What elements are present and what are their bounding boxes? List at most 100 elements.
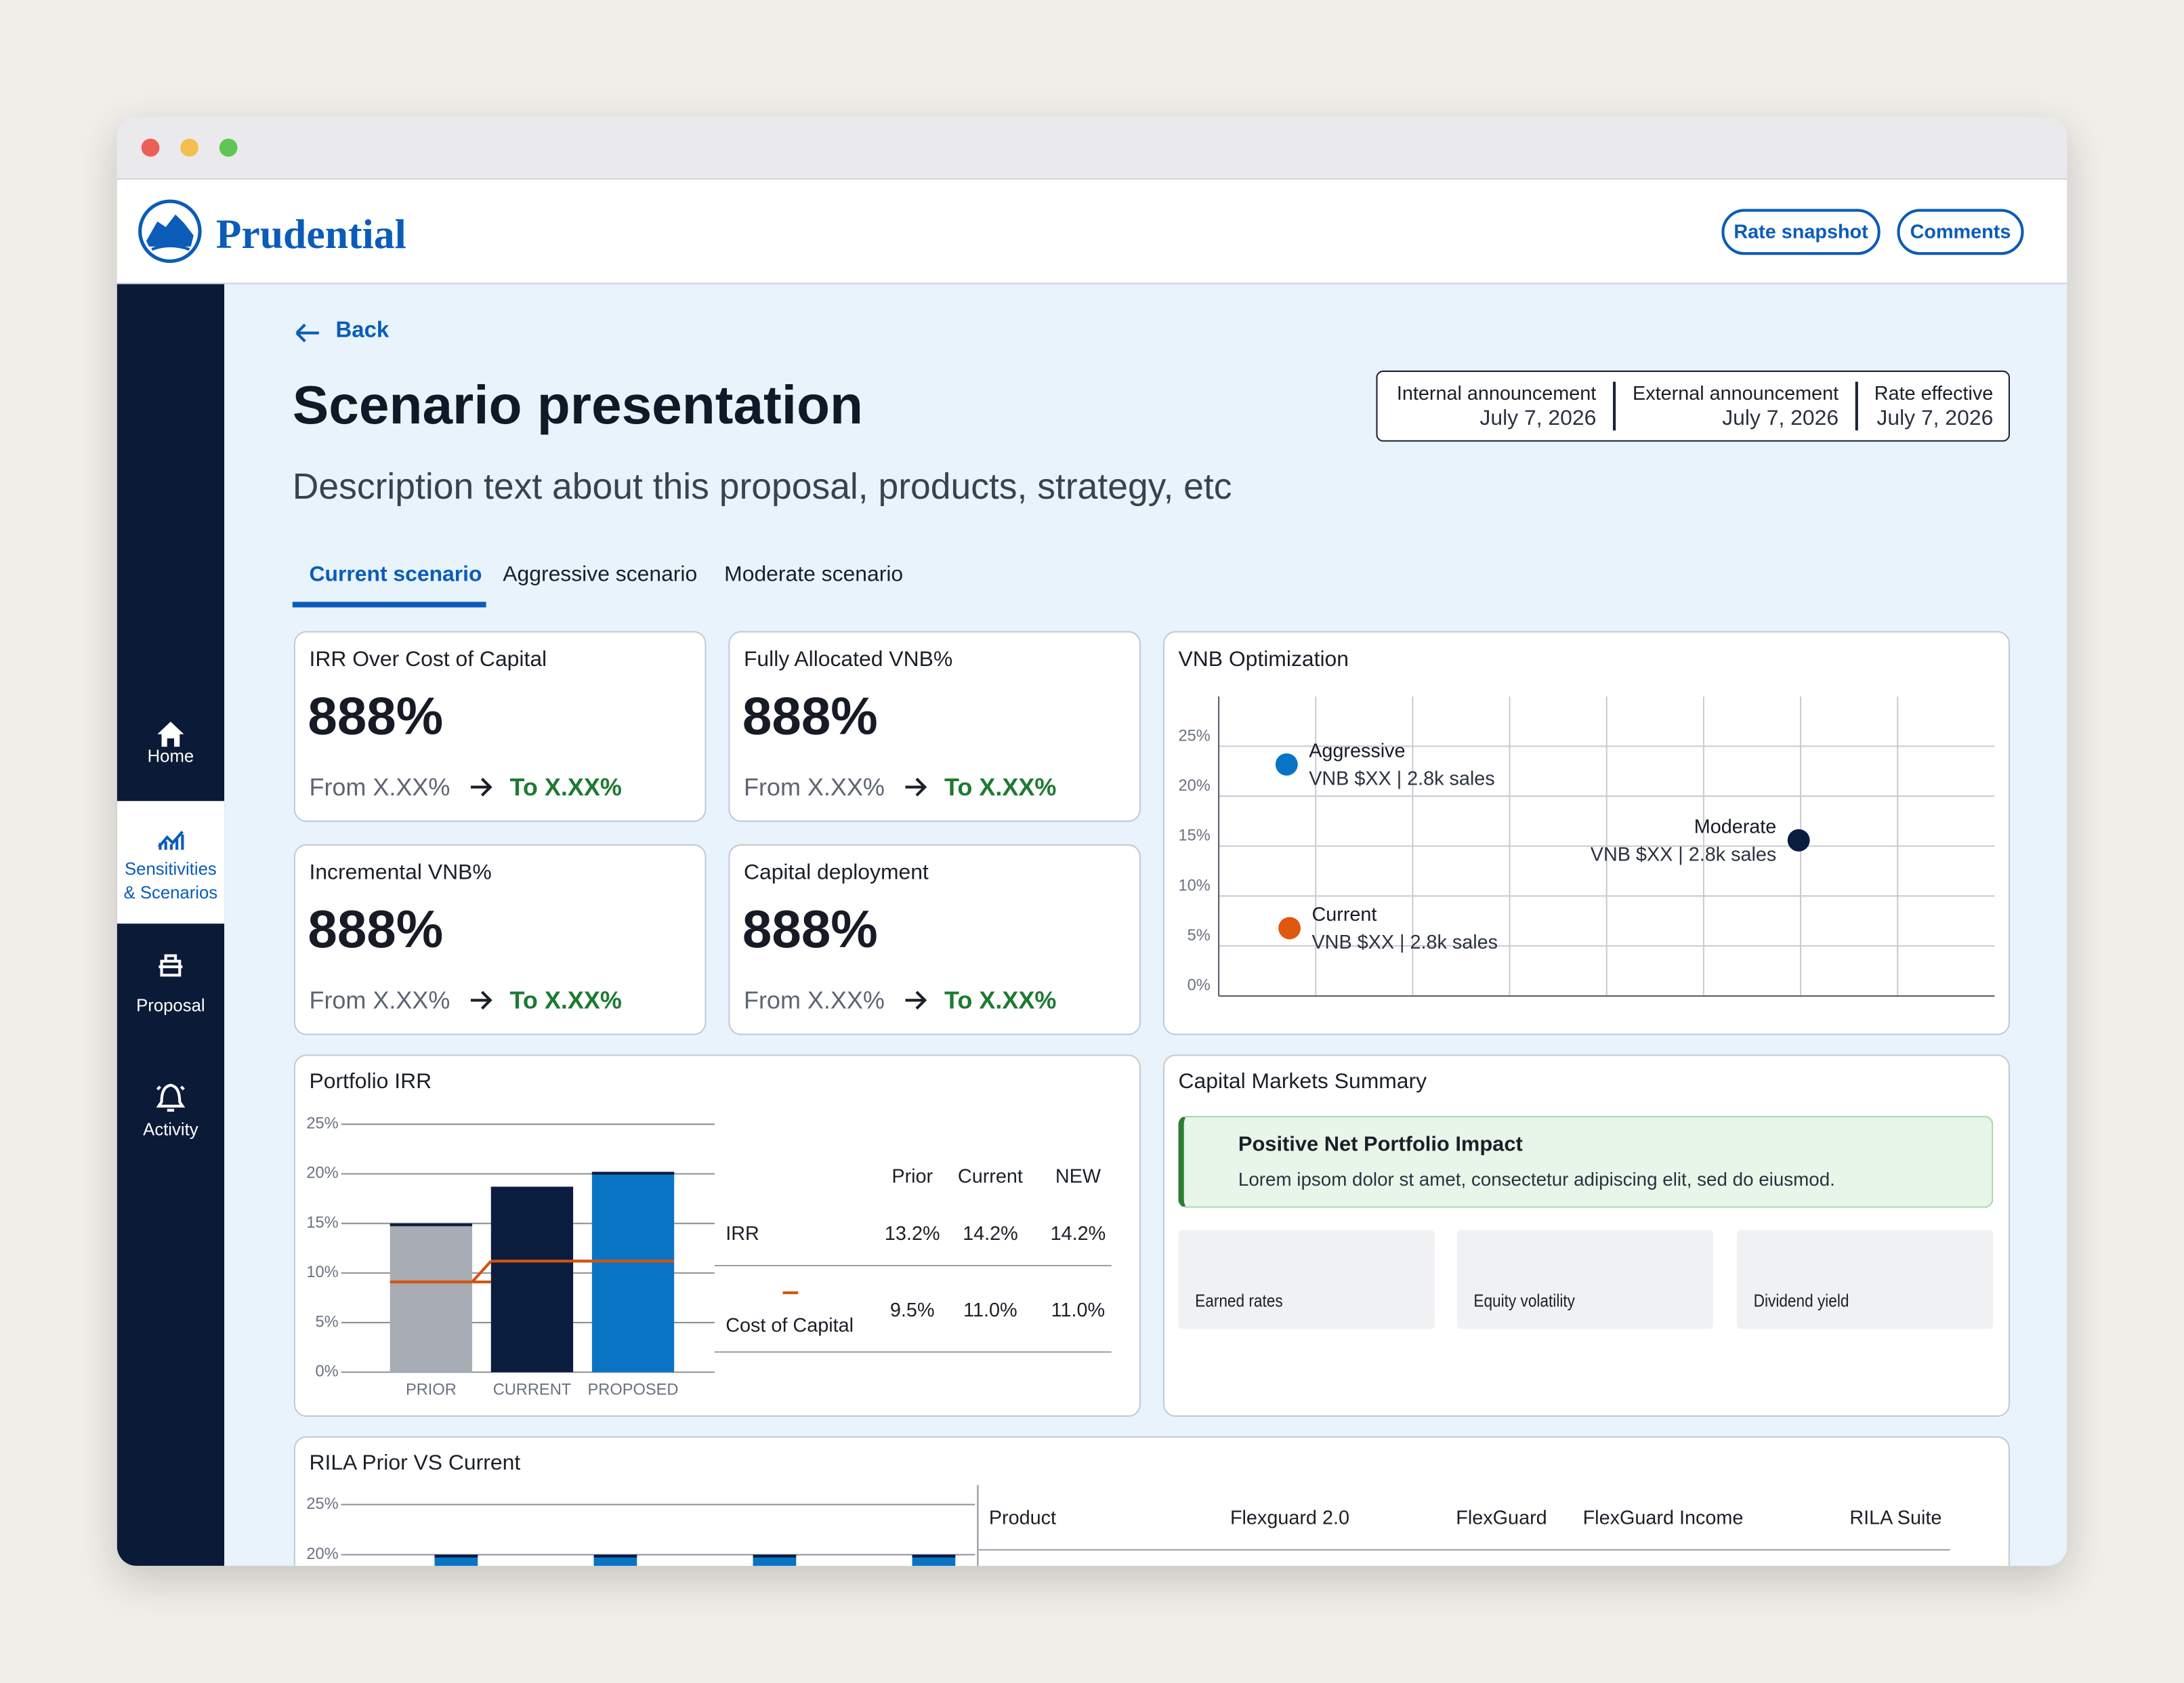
- kpi-from: From X.XX%: [743, 985, 885, 1014]
- chart-title: VNB Optimization: [1178, 647, 1349, 671]
- x-tick-label: PRIOR: [406, 1381, 457, 1398]
- kpi-from: From X.XX%: [309, 772, 450, 801]
- kpi-title: Capital deployment: [743, 860, 929, 884]
- y-tick-label: 25%: [1178, 727, 1210, 745]
- tab[interactable]: Aggressive scenario: [503, 562, 698, 586]
- date-value: July 7, 2026: [1876, 406, 1994, 430]
- nav-item[interactable]: Sensitivities & Scenarios: [123, 859, 218, 903]
- header-button[interactable]: Rate snapshot: [1721, 209, 1881, 255]
- kpi-arrow: [905, 777, 927, 797]
- table-header: NEW: [1055, 1164, 1101, 1187]
- date-divider: [1855, 381, 1857, 431]
- kpi-from: From X.XX%: [309, 985, 450, 1014]
- indicator-tile: [1178, 1230, 1435, 1329]
- y-tick-label: 20%: [306, 1545, 338, 1563]
- chart-icon: [157, 831, 184, 850]
- close-dot: [141, 138, 160, 157]
- table-row-label: Cost of Capital: [726, 1313, 854, 1336]
- window-controls: [141, 138, 238, 157]
- alert: [1178, 1115, 1994, 1208]
- back-arrow[interactable]: [293, 320, 323, 346]
- date-label: Rate effective: [1874, 381, 1994, 404]
- tabs-underline: [292, 602, 486, 608]
- kpi-value: 888%: [742, 901, 878, 960]
- chart-overlay: 0% 5% 10% 15% 20% 25% Aggressive VNB $XX | 2.8k…: [306, 697, 1995, 1566]
- kpi-to: To X.XX%: [509, 772, 622, 801]
- kpi-title: IRR Over Cost of Capital: [309, 647, 547, 671]
- y-tick-label: 5%: [1188, 927, 1211, 944]
- cost-line-connector: [471, 1260, 492, 1283]
- table-rule: [714, 1264, 1112, 1267]
- window-content: Scenario presentation Description text a…: [117, 117, 2067, 1566]
- page-title: Scenario presentation: [292, 376, 864, 436]
- header-button[interactable]: Comments: [1897, 209, 2024, 255]
- card: [728, 844, 1141, 1035]
- y-tick-label: 0%: [315, 1363, 338, 1381]
- nav-active-bg: [117, 801, 225, 924]
- table-header: Product: [988, 1505, 1057, 1529]
- table-header: RILA Suite: [1849, 1505, 1942, 1529]
- table-cell: 14.2%: [963, 1222, 1018, 1245]
- table-header: Prior: [891, 1164, 933, 1187]
- kpi-arrow: [905, 991, 927, 1010]
- table-cell: 11.0%: [1051, 1298, 1106, 1321]
- y-tick-label: 25%: [306, 1495, 338, 1513]
- card: [1162, 631, 2010, 1035]
- card-title: Capital Markets Summary: [1178, 1069, 1427, 1094]
- home-icon: [157, 722, 184, 747]
- y-tick-label: 20%: [1178, 777, 1210, 795]
- scatter-point: [1275, 753, 1298, 776]
- logo-mark: [138, 199, 202, 264]
- y-tick-label: 15%: [306, 1214, 338, 1232]
- y-tick-label: 25%: [306, 1115, 338, 1133]
- sidebar: [117, 284, 225, 1566]
- kpi-from: From X.XX%: [743, 772, 885, 801]
- kpi-value: 888%: [308, 901, 444, 960]
- scatter-point: [1278, 917, 1301, 940]
- alert-title: Positive Net Portfolio Impact: [1238, 1132, 1523, 1157]
- nav-item[interactable]: Home: [147, 747, 194, 766]
- date-label: Internal announcement: [1396, 381, 1597, 404]
- date-value: July 7, 2026: [1722, 406, 1839, 430]
- logo-text: Prudential: [215, 211, 406, 258]
- nav-item[interactable]: Proposal: [136, 996, 205, 1016]
- chart-title: RILA Prior VS Current: [309, 1451, 521, 1475]
- indicator-tile: [1456, 1230, 1714, 1329]
- y-tick-label: 10%: [306, 1264, 338, 1281]
- back-link[interactable]: Back: [335, 318, 390, 343]
- y-tick-label: 15%: [1178, 827, 1210, 845]
- table-rule: [978, 1549, 1950, 1551]
- proposal-icon: [159, 954, 183, 977]
- card: [293, 1436, 2010, 1566]
- date-value: July 7, 2026: [1479, 406, 1597, 430]
- tab[interactable]: Current scenario: [309, 562, 482, 586]
- tab[interactable]: Moderate scenario: [724, 562, 904, 586]
- kpi-value: 888%: [308, 688, 444, 747]
- kpi-to: To X.XX%: [509, 985, 622, 1014]
- title-bar: [117, 117, 2067, 180]
- kpi-value: 888%: [742, 688, 878, 747]
- x-tick-label: PROPOSED: [588, 1381, 679, 1398]
- card: [728, 631, 1141, 823]
- point-label: Current: [1312, 904, 1377, 926]
- table-cell: 14.2%: [1050, 1222, 1106, 1245]
- nav-item[interactable]: Activity: [143, 1120, 198, 1140]
- table-header: FlexGuard: [1456, 1505, 1547, 1529]
- indicator-label: Dividend yield: [1753, 1290, 1849, 1310]
- card: [293, 844, 707, 1035]
- nav-icons: [156, 722, 186, 1112]
- date-divider: [1612, 381, 1616, 431]
- indicator-label: Earned rates: [1195, 1290, 1283, 1310]
- kpi-to: To X.XX%: [944, 985, 1057, 1014]
- bar: [591, 1171, 675, 1373]
- page-description: Description text about this proposal, pr…: [292, 465, 1232, 507]
- table-cell: 9.5%: [889, 1298, 935, 1321]
- point-label: Moderate: [1694, 816, 1777, 837]
- point-detail: VNB $XX | 2.8k sales: [1312, 932, 1498, 953]
- table-row-label: IRR: [726, 1222, 759, 1245]
- point-label: Aggressive: [1309, 740, 1405, 762]
- table-header: FlexGuard Income: [1582, 1505, 1744, 1529]
- kpi-arrow: [470, 777, 492, 797]
- activity-icon: [156, 1083, 186, 1112]
